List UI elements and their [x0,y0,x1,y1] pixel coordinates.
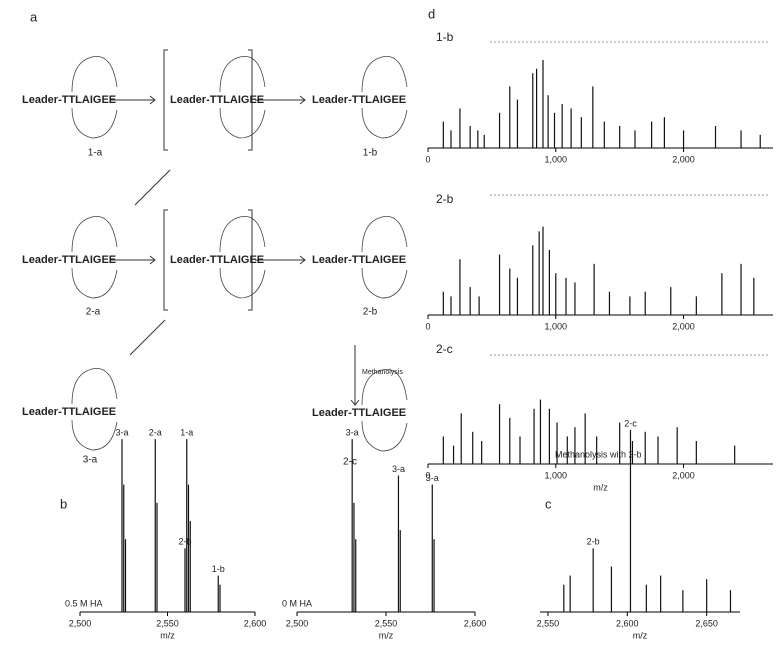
ring [71,215,118,299]
scheme: Leader-TTLAIGEE 1-a Leader-TTLAIGEE Leader-… [22,55,408,468]
compound-id: 2-b [363,307,378,318]
peak-label: 2-b [178,537,191,547]
methanolysis-label: Methanolysis [362,369,403,376]
peak-label: 1-b [212,564,225,574]
x-tick-label: 2,650 [695,618,718,628]
x-tick-label: 2,550 [537,618,560,628]
spectrum: 2,500 2,550 2,600 3-a 2-a 2-b 1-a 1-b 0.5 M HA m/… [65,427,266,640]
ring [71,367,118,451]
compound-name: Leader-TTLAIGEE [22,254,116,266]
x-tick-label: 2,550 [156,618,179,628]
x-tick-label: 2,600 [244,618,267,628]
scheme-decoration [110,41,770,406]
compound-id: 2-c [343,457,357,468]
ring [219,55,266,139]
x-tick-label: 0 [425,470,430,480]
compound-name: Leader-TTLAIGEE [312,94,406,106]
x-tick-label: 2,000 [672,321,695,331]
x-tick-label: 2,500 [286,618,309,628]
panel-label: b [60,496,67,511]
peak-label: 2-a [149,427,162,437]
peak-label: 2-c [624,418,637,428]
charts: 2,500 2,550 2,600 3-a 2-a 2-b 1-a 1-b 0.5 M HA m/… [65,30,773,640]
annotation: Methanolysis with 2-b [555,449,642,459]
x-tick-label: 1,000 [545,470,568,480]
compound-name: Leader-TTLAIGEE [170,254,264,266]
compound-name: Leader-TTLAIGEE [22,406,116,418]
compound-id: 3-a [83,455,98,466]
panel-label: d [428,6,435,21]
compound-name: Leader-TTLAIGEE [22,94,116,106]
ring [361,215,408,299]
x-tick-label: 1,000 [545,321,568,331]
compound-id: 1-b [363,148,378,159]
x-tick-label: 1,000 [545,154,568,164]
ring [361,55,408,139]
spectrum: 0 1,000 2,000 2-b [425,192,773,331]
compound-name: Leader-TTLAIGEE [170,94,264,106]
x-axis-label: m/z [633,630,648,640]
compound-id: 1-a [88,148,103,159]
ring [219,215,266,299]
annotation: 0.5 M HA [65,598,103,608]
spectrum: 0 1,000 2,000 1-b [425,30,773,164]
peak-label: 3-a [115,427,128,437]
x-axis-label: m/z [160,630,175,640]
ring [361,368,408,452]
x-axis-label: m/z [593,482,608,492]
x-tick-label: 2,500 [69,618,92,628]
x-tick-label: 2,000 [672,154,695,164]
spectrum-title: 2-b [436,192,454,206]
peak-label: 3-a [426,473,439,483]
peak-label: 2-b [587,537,600,547]
compound-name: Leader-TTLAIGEE [312,407,406,419]
spectrum-title: 2-c [436,342,453,356]
panel-label: c [545,496,552,511]
peak-label: 3-a [392,464,405,474]
spectrum-title: 1-b [436,30,454,44]
x-axis-label: m/z [379,630,394,640]
peak-label: 1-a [180,427,193,437]
compound-id: 2-a [86,307,101,318]
spectrum: 0 1,000 2,000 2-c m/z [425,342,773,492]
ring [71,55,118,139]
spectrum: 2,550 2,600 2,650 2-b 2-c Methanolysis with 2… [537,418,740,640]
x-tick-label: 2,550 [375,618,398,628]
x-tick-label: 2,600 [464,618,487,628]
x-tick-label: 2,000 [672,470,695,480]
annotation: 0 M HA [282,598,312,608]
x-tick-label: 2,600 [616,618,639,628]
peak-label: 3-a [346,427,359,437]
x-tick-label: 0 [425,154,430,164]
panel-label: a [30,9,38,24]
spectrum: 2,500 2,550 2,600 3-a 3-a 3-a 0 M HA m/z [282,427,486,640]
x-tick-label: 0 [425,321,430,331]
compound-name: Leader-TTLAIGEE [312,254,406,266]
